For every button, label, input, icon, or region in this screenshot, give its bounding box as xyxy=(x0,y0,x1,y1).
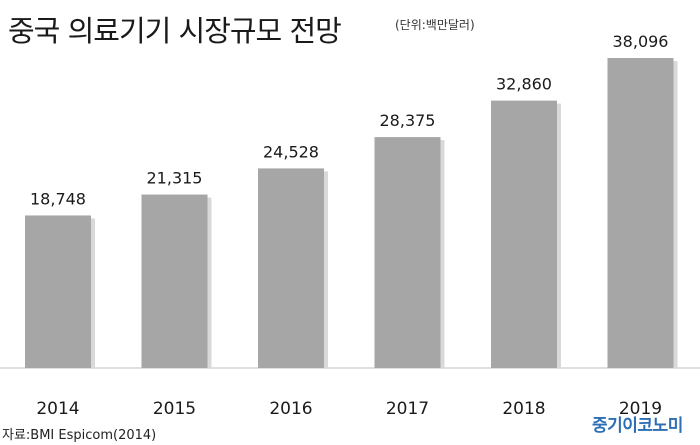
x-tick-2018: 2018 xyxy=(502,399,545,419)
bars-group: 18,748 2014 21,315 2015 24,528 2016 28,375 2017… xyxy=(25,32,678,419)
x-tick-2015: 2015 xyxy=(153,399,196,419)
value-label-2015: 21,315 xyxy=(147,169,203,188)
bar-2016 xyxy=(258,168,324,368)
bar-2018 xyxy=(491,100,557,368)
bar-2019 xyxy=(607,58,674,368)
x-tick-2019: 2019 xyxy=(619,399,662,419)
chart-title: 중국 의료기기 시장규모 전망 xyxy=(8,14,342,48)
x-tick-2016: 2016 xyxy=(269,399,312,419)
unit-label: (단위:백만달러) xyxy=(395,18,475,32)
publisher-logo: 중기이코노미 xyxy=(592,416,683,436)
value-label-2014: 18,748 xyxy=(30,189,86,208)
bar-2014 xyxy=(25,215,91,368)
value-label-2019: 38,096 xyxy=(613,32,669,51)
value-label-2016: 24,528 xyxy=(263,142,319,161)
value-label-2017: 28,375 xyxy=(380,111,436,130)
value-label-2018: 32,860 xyxy=(496,75,552,94)
bar-2017 xyxy=(374,137,441,368)
x-tick-2014: 2014 xyxy=(36,399,79,419)
bar-2015 xyxy=(141,194,208,368)
x-tick-2017: 2017 xyxy=(386,399,429,419)
source-note: 자료:BMI Espicom(2014) xyxy=(2,428,157,443)
